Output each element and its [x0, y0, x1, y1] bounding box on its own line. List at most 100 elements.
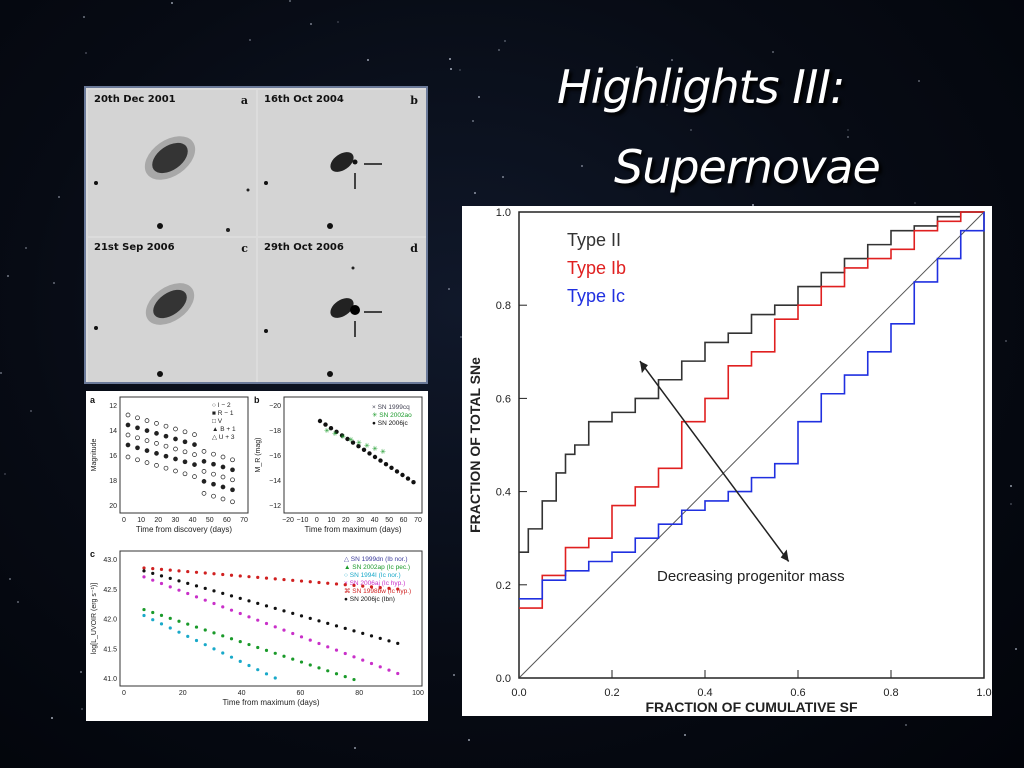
data-point [361, 631, 365, 635]
plot-frame [518, 211, 985, 679]
data-point [308, 616, 312, 620]
y-tick-label: 41.5 [103, 646, 117, 653]
data-point [282, 628, 286, 632]
x-tick-label: 100 [412, 690, 424, 697]
data-point [273, 676, 277, 680]
image-date: 29th Oct 2006 [264, 242, 344, 253]
panel-a-frame [119, 396, 249, 514]
data-point [383, 462, 389, 467]
legend-entry: × SN 2006aj (Ic hyp.) [344, 580, 405, 587]
slide-title-line2: Supernovae [614, 140, 881, 194]
x-tick-label: 50 [206, 517, 214, 524]
data-point [334, 624, 339, 628]
data-point [203, 643, 207, 647]
y-tick-label: 16 [109, 453, 117, 460]
data-point [326, 645, 330, 649]
data-point [151, 618, 155, 622]
data-point [323, 422, 328, 427]
data-point [144, 438, 150, 443]
legend-entry: ○ I − 2 [212, 402, 231, 409]
data-point [238, 574, 242, 578]
image-date: 20th Dec 2001 [94, 94, 176, 105]
x-tick-label: 60 [400, 517, 408, 524]
data-point [192, 452, 197, 457]
x-tick-label: 10 [137, 517, 145, 524]
data-point: ✳ [380, 448, 386, 456]
x-tick-label: 20 [342, 517, 350, 524]
data-point [192, 462, 197, 467]
data-point [186, 581, 190, 585]
data-point [159, 567, 164, 571]
data-point [221, 605, 225, 609]
data-point [282, 609, 286, 613]
data-point [168, 576, 172, 580]
x-tick-label: 0 [122, 690, 126, 697]
data-point [203, 598, 207, 602]
x-tick-label: 0 [315, 517, 319, 524]
data-point [238, 659, 242, 663]
x-tick-label: −20 [282, 517, 294, 524]
data-point [182, 449, 188, 455]
legend-entry: □ V [212, 418, 223, 425]
y-tick-label: 12 [109, 403, 117, 410]
y-tick-label: 0.4 [496, 487, 511, 499]
data-point [212, 572, 216, 576]
data-point [135, 425, 140, 431]
y-tick-label: −16 [269, 453, 281, 460]
data-point [343, 675, 347, 679]
x-tick-label: 10 [327, 517, 335, 524]
data-point [220, 484, 226, 490]
data-point [273, 606, 277, 610]
data-point [182, 439, 188, 445]
data-point [201, 469, 207, 474]
data-point [144, 428, 150, 433]
cumulative-fraction-chart: 0.0 0.2 0.4 0.6 0.8 1.0 0.0 0.2 0.4 0.6 0.8 1.0 FRAC… [462, 206, 992, 716]
data-point [142, 569, 146, 573]
y-tick-label: 0.2 [496, 580, 511, 592]
data-point [396, 671, 400, 676]
data-point [317, 580, 321, 585]
data-point [186, 569, 190, 574]
data-point [144, 418, 150, 423]
data-point [369, 634, 374, 638]
data-point [135, 445, 140, 451]
data-point [194, 570, 199, 574]
galaxy-image [94, 136, 250, 232]
data-point [389, 465, 394, 470]
legend-entry: × SN 1999cq [372, 404, 410, 411]
data-point [367, 451, 372, 456]
data-point [256, 575, 260, 580]
lightcurve-figure: a 12 14 16 18 20 0 10 20 30 40 50 60 70 Time from disc… [86, 391, 428, 721]
data-point: ✳ [348, 436, 354, 444]
legend-entry: ✳ SN 2002ao [372, 411, 412, 419]
panel-b-letter: b [254, 395, 260, 405]
y-tick-label: 41.0 [103, 676, 117, 683]
x-tick-label: 0.2 [604, 687, 619, 699]
legend-entry: ⌘ SN 1998bw (Ic hyp.) [344, 587, 411, 595]
data-point [201, 459, 207, 464]
data-point: ✳ [324, 427, 330, 435]
data-point [221, 572, 225, 577]
data-point [168, 585, 172, 589]
data-point [182, 429, 188, 435]
data-point [317, 666, 321, 670]
data-point [201, 449, 207, 454]
data-point [177, 569, 181, 573]
data-point: ✳ [364, 442, 370, 450]
data-point [194, 625, 199, 629]
data-point [356, 444, 361, 449]
x-tick-label: 60 [297, 690, 305, 697]
x-tick-label: 0.0 [511, 687, 526, 699]
data-point [154, 421, 159, 426]
x-tick-label: 30 [356, 517, 364, 524]
data-point [177, 619, 181, 623]
image-letter: b [410, 94, 418, 107]
data-point [163, 443, 169, 449]
data-point: ✳ [372, 445, 378, 453]
y-tick-label: −14 [269, 478, 281, 485]
galaxy-image [94, 283, 195, 377]
data-point [230, 499, 235, 505]
data-point [201, 491, 207, 496]
data-point [173, 456, 178, 462]
data-point [247, 615, 251, 619]
